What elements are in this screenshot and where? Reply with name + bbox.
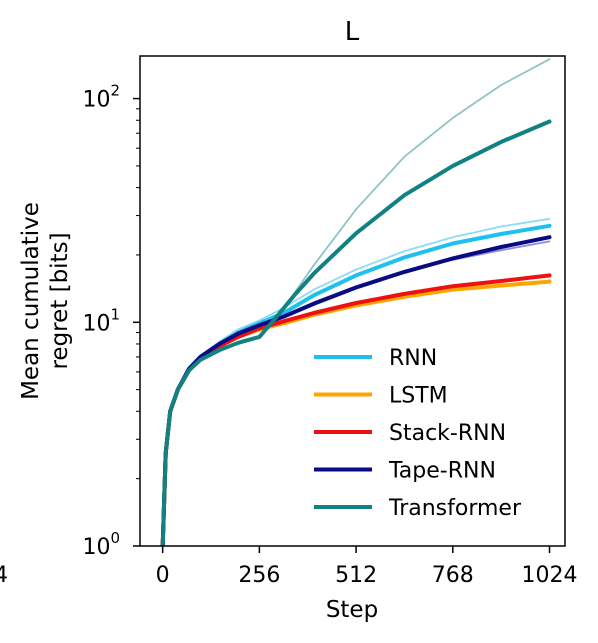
x-tick-label: 768 — [432, 563, 474, 588]
chart-title: L — [345, 17, 360, 47]
y-axis-label: Mean cumulative regret [bits] — [18, 202, 73, 400]
y-axis-label-line-1: Mean cumulative — [18, 202, 44, 400]
series-layer — [160, 58, 552, 546]
x-tick-label: 1024 — [522, 563, 578, 588]
legend-label-rnn: RNN — [389, 346, 437, 371]
x-tick-label: 512 — [335, 563, 377, 588]
y-tick-label: 101 — [82, 305, 120, 336]
series-line-transformer — [160, 119, 552, 546]
legend-label-transformer: Transformer — [388, 496, 522, 521]
y-tick-label: 102 — [82, 82, 120, 113]
y-axis-label-line-2: regret [bits] — [47, 232, 73, 369]
x-tick-label: 256 — [238, 563, 280, 588]
legend-label-lstm: LSTM — [389, 384, 448, 409]
x-axis-label: Step — [326, 597, 378, 623]
plot-frame — [139, 55, 566, 547]
x-tick-label: 0 — [156, 563, 170, 588]
legend-label-tape-rnn: Tape-RNN — [388, 459, 496, 484]
legend: RNN LSTM Stack-RNN Tape-RNN Transformer — [314, 346, 522, 521]
clipped-tick-label: 4 — [0, 563, 8, 588]
legend-label-stack-rnn: Stack-RNN — [389, 421, 506, 446]
y-tick-label: 100 — [82, 529, 120, 560]
